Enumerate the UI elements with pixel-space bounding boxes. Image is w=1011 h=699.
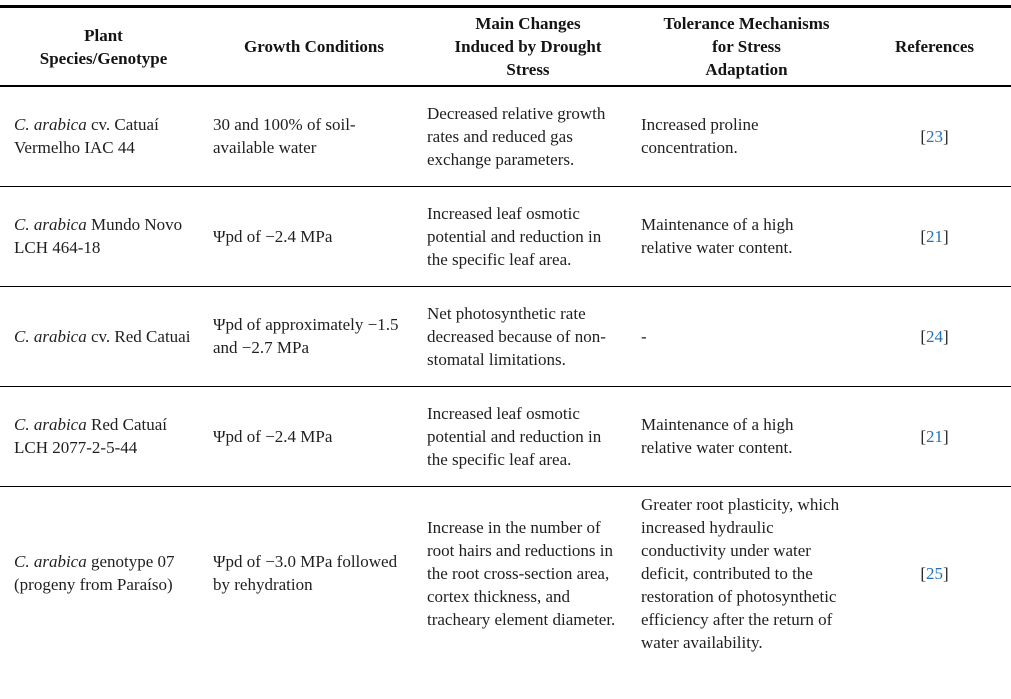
reference-cell: [23]: [858, 86, 1011, 186]
header-row: Plant Species/Genotype Growth Conditions…: [0, 7, 1011, 86]
bracket-open: [: [920, 563, 926, 583]
species-name-italic: C. arabica: [14, 326, 87, 346]
col-header-tolerance-mechanisms: Tolerance Mechanisms for Stress Adaptati…: [663, 14, 830, 79]
species-name-rest: Mundo Novo LCH 464-18: [14, 215, 183, 257]
drought-stress-table: Plant Species/Genotype Growth Conditions…: [0, 5, 1011, 660]
species-cell: C. arabica cv. Catuaí Vermelho IAC 44: [0, 86, 207, 186]
citation-link[interactable]: 24: [926, 326, 943, 346]
species-cell: C. arabica Mundo Novo LCH 464-18: [0, 186, 207, 286]
species-cell: C. arabica genotype 07 (progeny from Par…: [0, 486, 207, 660]
reference-cell: [21]: [858, 186, 1011, 286]
growth-conditions-cell: 30 and 100% of soil-available water: [213, 115, 356, 158]
main-changes-cell: Increased leaf osmotic potential and red…: [427, 403, 602, 469]
col-header-plant-species-genotype: Plant Species/Genotype: [39, 25, 168, 68]
col-header-main-changes: Main Changes Induced by Drought Stress: [454, 14, 602, 79]
table-row: C. arabica cv. Catuaí Vermelho IAC 44 30…: [0, 86, 1011, 186]
species-name-rest: genotype 07 (progeny from Paraíso): [14, 552, 175, 594]
bracket-close: ]: [943, 563, 949, 583]
col-header-growth-conditions: Growth Conditions: [244, 37, 384, 56]
citation-link[interactable]: 21: [926, 426, 943, 446]
species-name-italic: C. arabica: [14, 552, 87, 571]
table-row: C. arabica genotype 07 (progeny from Par…: [0, 486, 1011, 660]
citation-link[interactable]: 25: [926, 563, 943, 583]
col-header-references: References: [895, 37, 974, 56]
main-changes-cell: Net photosynthetic rate decreased becaus…: [427, 303, 606, 369]
tolerance-mechanisms-cell: Maintenance of a high relative water con…: [641, 215, 794, 257]
bracket-open: [: [920, 126, 926, 146]
tolerance-mechanisms-cell: -: [641, 326, 647, 346]
bracket-open: [: [920, 226, 926, 246]
reference-cell: [25]: [858, 486, 1011, 660]
species-name-rest: cv. Catuaí Vermelho IAC 44: [14, 115, 159, 158]
species-cell: C. arabica Red Catuaí LCH 2077-2-5-44: [0, 386, 207, 486]
growth-conditions-cell: Ψpd of −2.4 MPa: [213, 226, 333, 246]
main-changes-cell: Decreased relative growth rates and redu…: [427, 103, 606, 169]
table-row: C. arabica cv. Red Catuai Ψpd of approxi…: [0, 286, 1011, 386]
tolerance-mechanisms-cell: Maintenance of a high relative water con…: [641, 415, 794, 457]
main-changes-cell: Increased leaf osmotic potential and red…: [427, 203, 602, 269]
main-changes-cell: Increase in the number of root hairs and…: [427, 517, 616, 629]
tolerance-mechanisms-cell: Greater root plasticity, which increased…: [641, 494, 840, 652]
bracket-open: [: [920, 426, 926, 446]
bracket-close: ]: [943, 426, 949, 446]
species-name-italic: C. arabica: [14, 415, 87, 434]
bracket-close: ]: [943, 226, 949, 246]
bracket-open: [: [920, 326, 926, 346]
species-cell: C. arabica cv. Red Catuai: [0, 286, 207, 386]
growth-conditions-cell: Ψpd of −2.4 MPa: [213, 426, 333, 446]
species-name-italic: C. arabica: [14, 215, 87, 234]
growth-conditions-cell: Ψpd of approximately −1.5 and −2.7 MPa: [213, 315, 399, 357]
species-name-rest: cv. Red Catuai: [90, 326, 191, 346]
citation-link[interactable]: 23: [926, 126, 943, 146]
bracket-close: ]: [943, 126, 949, 146]
species-name-rest: Red Catuaí LCH 2077-2-5-44: [14, 415, 167, 457]
species-name-italic: C. arabica: [14, 115, 87, 135]
table-header: Plant Species/Genotype Growth Conditions…: [0, 7, 1011, 86]
citation-link[interactable]: 21: [926, 226, 943, 246]
table-row: C. arabica Mundo Novo LCH 464-18 Ψpd of …: [0, 186, 1011, 286]
bracket-close: ]: [943, 326, 949, 346]
reference-cell: [21]: [858, 386, 1011, 486]
growth-conditions-cell: Ψpd of −3.0 MPa followed by rehydration: [213, 552, 398, 594]
reference-cell: [24]: [858, 286, 1011, 386]
tolerance-mechanisms-cell: Increased proline concentration.: [641, 115, 759, 158]
table-row: C. arabica Red Catuaí LCH 2077-2-5-44 Ψp…: [0, 386, 1011, 486]
